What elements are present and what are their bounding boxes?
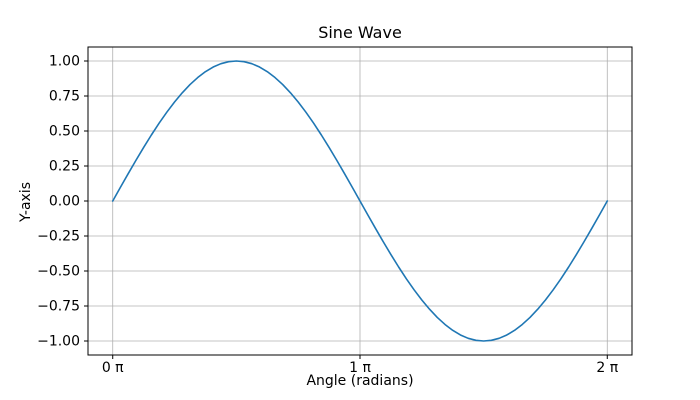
sine-wave-line — [111, 60, 609, 342]
y-tick-label: −1.00 — [37, 334, 80, 350]
y-tick-label: 0.25 — [49, 159, 80, 175]
y-tick-label: 0.75 — [49, 89, 80, 105]
y-tick-label: −0.75 — [37, 299, 80, 315]
chart-title: Sine Wave — [318, 23, 402, 42]
x-tick-label: 2 π — [596, 360, 618, 376]
x-tick-label: 1 π — [349, 360, 371, 376]
y-tick-label: −0.50 — [37, 264, 80, 280]
x-tick-label: 0 π — [102, 360, 124, 376]
x-axis-label: Angle (radians) — [306, 373, 414, 389]
y-axis-label: Y-axis — [18, 182, 34, 222]
y-tick-label: 1.00 — [49, 54, 80, 70]
y-tick-label: 0.50 — [49, 124, 80, 140]
y-tick-label: −0.25 — [37, 229, 80, 245]
y-tick-label: 0.00 — [49, 194, 80, 210]
